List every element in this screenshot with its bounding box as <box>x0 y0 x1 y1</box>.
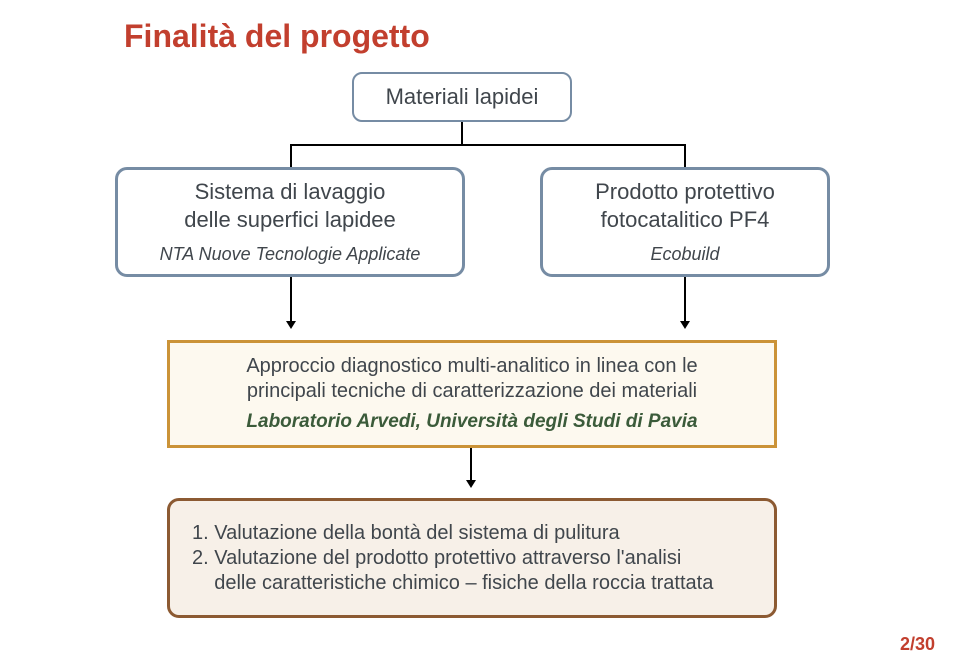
arrow-left-down-icon <box>286 321 296 329</box>
box-materiali-label: Materiali lapidei <box>386 83 539 111</box>
conn-right-down <box>684 277 686 321</box>
page-title: Finalità del progetto <box>124 18 430 55</box>
box-approccio: Approccio diagnostico multi-analitico in… <box>167 340 777 448</box>
conn-mid-down <box>470 448 472 480</box>
box-approccio-line1: Approccio diagnostico multi-analitico in… <box>246 354 697 379</box>
box-valutazione-line1: 1. Valutazione della bontà del sistema d… <box>192 521 620 546</box>
conn-top-h <box>290 144 685 146</box>
box-sistema-sub: NTA Nuove Tecnologie Applicate <box>160 243 421 266</box>
conn-top-left-v <box>290 144 292 167</box>
box-materiali: Materiali lapidei <box>352 72 572 122</box>
box-approccio-sub: Laboratorio Arvedi, Università degli Stu… <box>246 410 697 434</box>
conn-top-v <box>461 122 463 144</box>
page-number: 2/30 <box>900 634 935 655</box>
box-sistema-line2: delle superfici lapidee <box>184 206 396 234</box>
box-prodotto-line2: fotocatalitico PF4 <box>601 206 770 234</box>
box-sistema: Sistema di lavaggio delle superfici lapi… <box>115 167 465 277</box>
box-valutazione-line3: delle caratteristiche chimico – fisiche … <box>192 571 713 596</box>
conn-left-down <box>290 277 292 321</box>
box-prodotto-sub: Ecobuild <box>650 243 719 266</box>
box-prodotto: Prodotto protettivo fotocatalitico PF4 E… <box>540 167 830 277</box>
box-sistema-line1: Sistema di lavaggio <box>195 178 386 206</box>
arrow-mid-down-icon <box>466 480 476 488</box>
box-prodotto-line1: Prodotto protettivo <box>595 178 775 206</box>
conn-top-right-v <box>684 144 686 167</box>
box-valutazione-line2: 2. Valutazione del prodotto protettivo a… <box>192 546 681 571</box>
box-approccio-line2: principali tecniche di caratterizzazione… <box>247 379 697 404</box>
arrow-right-down-icon <box>680 321 690 329</box>
box-valutazione: 1. Valutazione della bontà del sistema d… <box>167 498 777 618</box>
